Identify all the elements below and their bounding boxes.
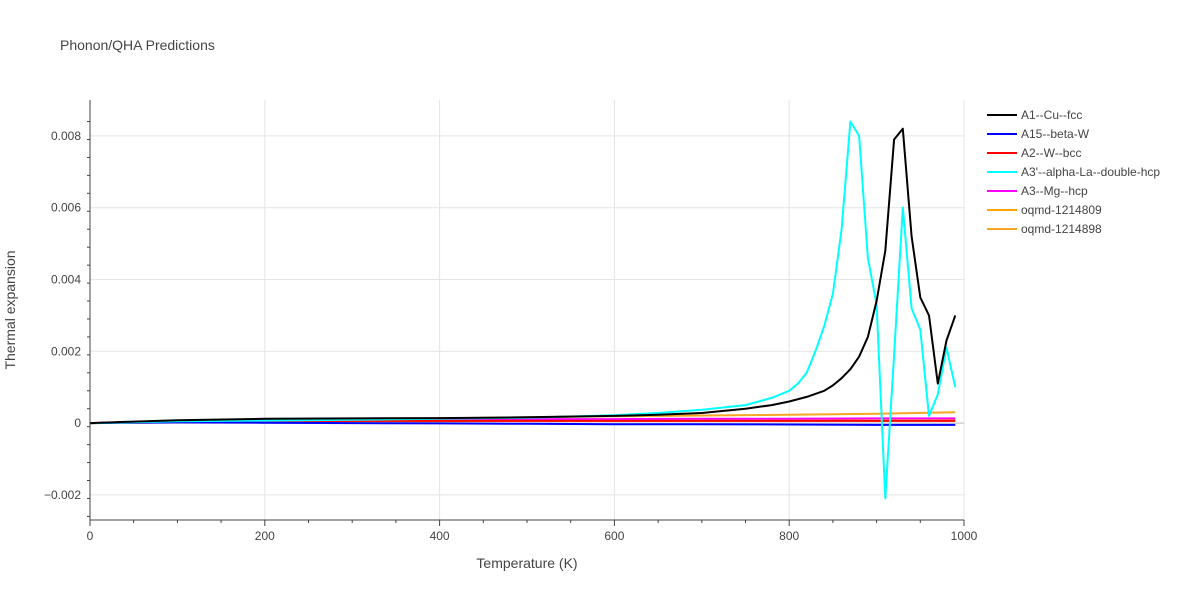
chart-title: Phonon/QHA Predictions [60,37,215,53]
x-tick-label: 1000 [951,529,978,543]
x-tick-label: 200 [255,529,275,543]
legend-label: A1--Cu--fcc [1021,108,1082,122]
legend-label: A2--W--bcc [1021,146,1081,160]
x-tick-label: 600 [604,529,624,543]
legend-item[interactable]: A3'--alpha-La--double-hcp [987,165,1160,179]
y-tick-label: 0.002 [51,344,81,358]
legend-item[interactable]: A1--Cu--fcc [987,108,1082,122]
legend-label: A3--Mg--hcp [1021,184,1088,198]
legend-label: A3'--alpha-La--double-hcp [1021,165,1160,179]
legend-label: oqmd-1214809 [1021,203,1102,217]
y-tick-label: 0.006 [51,201,81,215]
series-line-a1-cu-fcc [89,127,957,425]
y-tick-label: 0 [74,416,81,430]
legend[interactable]: A1--Cu--fcc A15--beta-W A2--W--bcc A3'--alp… [987,108,1160,236]
legend-label: A15--beta-W [1021,127,1090,141]
series-line-a3-alpha-la-double-hcp [89,120,957,500]
legend-item[interactable]: A3--Mg--hcp [987,184,1088,198]
legend-item[interactable]: A2--W--bcc [987,146,1081,160]
plot-area [89,120,957,500]
axes [87,100,965,526]
y-axis-ticks: −0.002 0 0.002 0.004 0.006 0.008 [44,129,81,502]
series-line-a15-beta-w [89,421,956,426]
legend-label: oqmd-1214898 [1021,222,1102,236]
legend-item[interactable]: oqmd-1214898 [987,222,1102,236]
y-tick-label: 0.004 [51,272,81,286]
x-tick-label: 400 [430,529,450,543]
x-tick-label: 800 [779,529,799,543]
x-tick-label: 0 [87,529,94,543]
grid [90,100,965,520]
y-tick-label: 0.008 [51,129,81,143]
y-tick-label: −0.002 [44,488,81,502]
legend-item[interactable]: A15--beta-W [987,127,1090,141]
x-axis-ticks: 0 200 400 600 800 1000 [87,529,978,543]
x-axis-label: Temperature (K) [476,555,577,571]
y-axis-label: Thermal expansion [2,250,18,369]
legend-item[interactable]: oqmd-1214809 [987,203,1102,217]
